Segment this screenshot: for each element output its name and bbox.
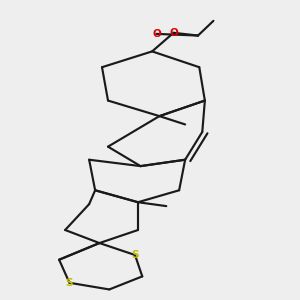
- Text: S: S: [66, 278, 73, 288]
- Text: S: S: [131, 250, 139, 260]
- Text: O: O: [152, 29, 161, 39]
- Text: O: O: [169, 28, 178, 38]
